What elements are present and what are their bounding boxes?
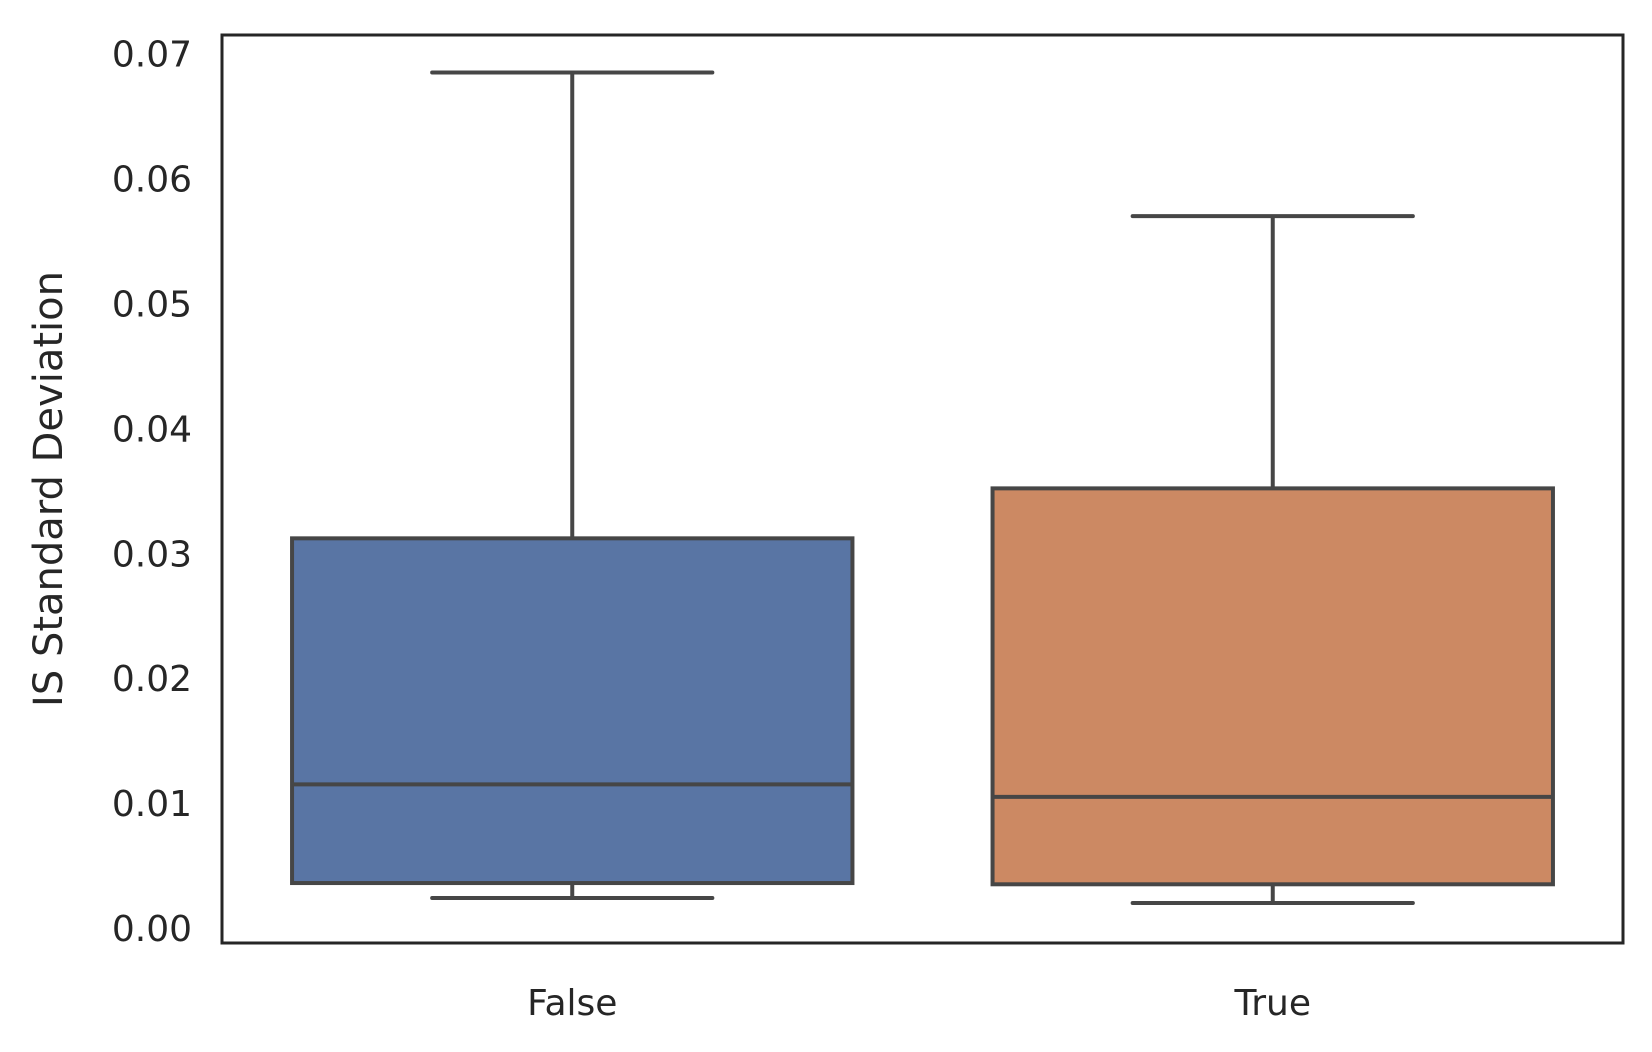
y-tick-label: 0.00 [112, 909, 192, 950]
x-axis-ticks: False True [527, 983, 1311, 1024]
y-tick-label: 0.05 [112, 285, 192, 326]
box-group-false [290, 70, 855, 901]
y-tick-label: 0.06 [112, 160, 192, 201]
y-tick-label: 0.02 [112, 659, 192, 700]
plot-frame [220, 33, 1625, 945]
y-tick-label: 0.07 [112, 35, 192, 76]
y-tick-label: 0.03 [112, 534, 192, 575]
x-tick-label-true: True [1234, 983, 1311, 1024]
y-axis-label: IS Standard Deviation [26, 271, 72, 707]
boxes-layer [290, 70, 1555, 906]
x-tick-label-false: False [527, 983, 617, 1024]
y-tick-label: 0.01 [112, 784, 192, 825]
y-tick-label: 0.04 [112, 409, 192, 450]
box-false [290, 536, 855, 886]
box-group-true [990, 214, 1555, 906]
box-true [990, 486, 1555, 887]
y-axis-ticks: 0.00 0.01 0.02 0.03 0.04 0.05 0.06 0.07 [112, 35, 192, 950]
